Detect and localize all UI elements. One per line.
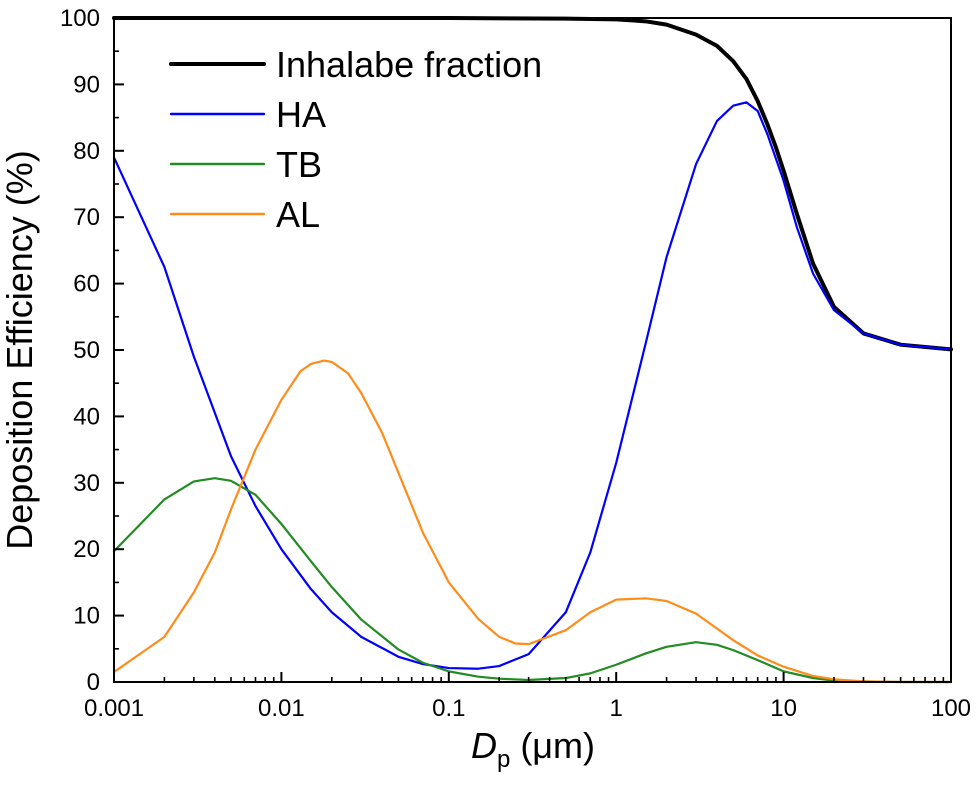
y-axis-label: Deposition Efficiency (%)	[0, 150, 40, 550]
x-axis-label-main: D	[471, 725, 497, 766]
legend-label-al: AL	[276, 194, 320, 235]
x-axis-label-unit: (μm)	[510, 725, 595, 766]
legend-label-ha: HA	[276, 94, 326, 135]
x-tick-label-0-001: 0.001	[84, 695, 144, 722]
x-tick-layer: 0.001 0.01 0.1 1 10 100	[84, 672, 971, 722]
y-tick-label-70: 70	[73, 204, 100, 231]
y-tick-layer: 0 10 20 30 40 50 60 70 80 90 100	[60, 5, 124, 696]
x-axis-label: Dp (μm)	[471, 725, 595, 773]
plot-background	[114, 18, 951, 682]
x-tick-label-1: 1	[610, 695, 623, 722]
y-tick-label-100: 100	[60, 5, 100, 32]
y-tick-label-40: 40	[73, 403, 100, 430]
y-tick-label-50: 50	[73, 337, 100, 364]
series-line-al	[112, 359, 953, 684]
series-line-ha	[112, 101, 953, 670]
y-tick-label-90: 90	[73, 71, 100, 98]
x-axis-label-subscript: p	[497, 746, 510, 773]
legend: Inhalabe fraction HA TB AL	[169, 44, 542, 235]
y-tick-label-60: 60	[73, 271, 100, 298]
legend-label-inhalabe-fraction: Inhalabe fraction	[276, 44, 542, 85]
y-tick-label-20: 20	[73, 536, 100, 563]
x-tick-label-0-01: 0.01	[258, 695, 305, 722]
y-tick-label-30: 30	[73, 470, 100, 497]
legend-label-tb: TB	[276, 144, 322, 185]
x-tick-label-10: 10	[770, 695, 797, 722]
y-tick-label-10: 10	[73, 603, 100, 630]
y-tick-label-0: 0	[87, 669, 100, 696]
x-tick-label-100: 100	[931, 695, 971, 722]
y-tick-label-80: 80	[73, 138, 100, 165]
x-tick-label-0-1: 0.1	[432, 695, 465, 722]
